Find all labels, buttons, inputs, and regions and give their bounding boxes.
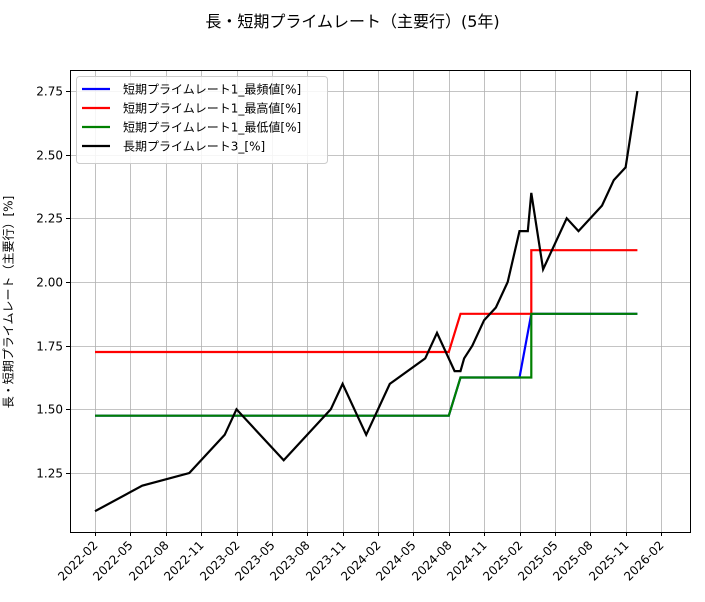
y-tick-label: 1.25 <box>36 467 63 481</box>
legend-item-label: 短期プライムレート1_最低値[%] <box>123 120 301 135</box>
x-axis-ticks: 2022-022022-052022-082022-112023-022023-… <box>55 532 667 584</box>
y-tick-label: 1.50 <box>36 403 63 417</box>
legend-item-label: 長期プライムレート3_[%] <box>123 140 265 154</box>
legend-item-label: 短期プライムレート1_最高値[%] <box>123 101 301 116</box>
chart-title: 長・短期プライムレート（主要行）(5年) <box>205 12 500 31</box>
legend: 短期プライムレート1_最頻値[%] 短期プライムレート1_最高値[%] 短期プライム… <box>76 76 328 164</box>
y-tick-label: 2.25 <box>36 212 63 226</box>
series-lines <box>94 90 639 513</box>
y-tick-label: 2.75 <box>36 85 63 99</box>
y-axis-ticks: 1.25 1.50 1.75 2.00 2.25 2.50 2.75 <box>36 85 70 481</box>
series-line-2 <box>95 312 638 417</box>
series-line-0 <box>95 312 638 417</box>
plot-frame <box>70 70 691 533</box>
y-tick-label: 2.50 <box>36 149 63 163</box>
series-line-1 <box>95 249 638 354</box>
legend-item-label: 短期プライムレート1_最頻値[%] <box>123 82 301 97</box>
series-line-3 <box>94 90 639 513</box>
y-tick-label: 2.00 <box>36 276 63 290</box>
y-tick-label: 1.75 <box>36 340 63 354</box>
